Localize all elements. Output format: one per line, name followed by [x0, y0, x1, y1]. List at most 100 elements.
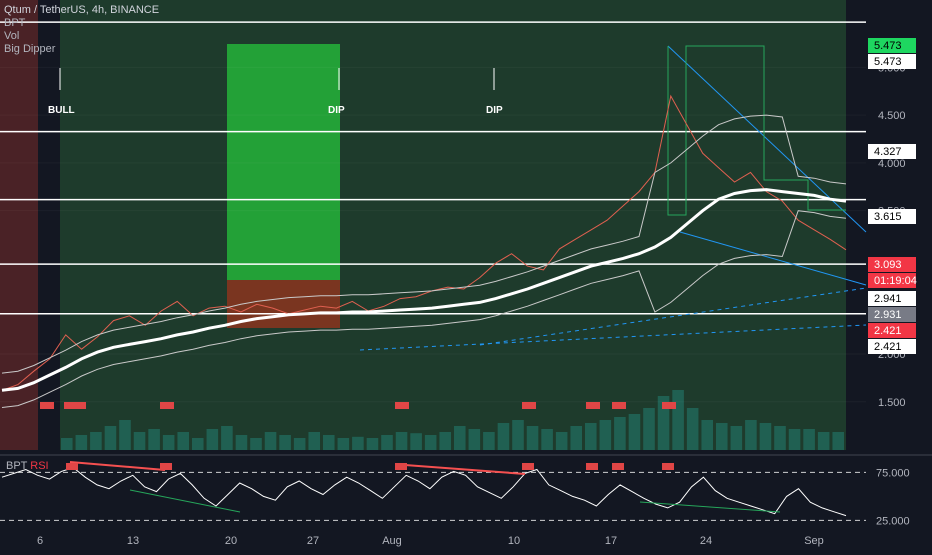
volume-bar	[614, 417, 626, 450]
rsi-signal-marker	[160, 463, 172, 470]
volume-bar	[337, 438, 350, 450]
volume-bar	[119, 420, 131, 450]
volume-bar	[716, 423, 728, 450]
volume-bar	[293, 438, 306, 450]
x-tick-label: 17	[605, 535, 617, 547]
x-tick-label: Aug	[382, 535, 402, 547]
indicator-legend-big-dipper[interactable]: Big Dipper	[4, 43, 56, 55]
price-label: 2.941	[874, 293, 902, 305]
price-label-box	[868, 38, 916, 53]
signal-marker	[662, 402, 676, 409]
volume-bar	[643, 408, 655, 450]
signal-marker	[40, 402, 54, 409]
y-tick-label: 4.500	[878, 110, 906, 122]
rsi-signal-marker	[66, 463, 78, 470]
signal-marker	[64, 402, 78, 409]
signal-marker	[522, 402, 536, 409]
rsi-line	[1, 467, 847, 517]
volume-bar	[483, 432, 495, 450]
trend-line-lower	[679, 231, 867, 286]
volume-bar	[177, 432, 189, 450]
volume-bar	[454, 426, 466, 450]
price-label-box	[868, 291, 916, 306]
volume-bar	[439, 432, 451, 450]
volume-bar	[104, 426, 117, 450]
volume-bar	[206, 429, 219, 450]
volume-bar	[512, 420, 524, 450]
price-label: 2.421	[874, 341, 902, 353]
volume-bar	[61, 438, 73, 450]
price-label-box	[868, 339, 916, 354]
volume-bar	[817, 432, 830, 450]
volume-bar	[323, 435, 335, 450]
indicator-legend-vol[interactable]: Vol	[4, 30, 20, 42]
price-label-box	[868, 323, 916, 338]
volume-bar	[788, 429, 801, 450]
rsi-signal-marker	[522, 463, 534, 470]
price-label: 2.931	[874, 309, 902, 321]
volume-bar	[381, 435, 393, 450]
bull-zone	[60, 0, 846, 450]
volume-bar	[701, 420, 713, 450]
volume-bar	[526, 426, 539, 450]
rsi-signal-marker	[586, 463, 598, 470]
x-tick-label: 24	[700, 535, 712, 547]
volume-bar	[279, 435, 291, 450]
volume-bar	[264, 432, 277, 450]
rsi-signal-marker	[395, 463, 407, 470]
bearish-divergence-line	[404, 464, 526, 475]
volume-bar	[352, 436, 364, 450]
price-label: 2.421	[874, 325, 902, 337]
price-label-box	[868, 273, 916, 288]
volume-bar	[235, 435, 248, 450]
signal-marker	[612, 402, 626, 409]
indicator-legend-bpt[interactable]: BPT	[4, 17, 26, 29]
volume-bar	[730, 426, 743, 450]
bullish-divergence-line	[639, 501, 781, 513]
lower-band	[1, 210, 847, 408]
price-label: 4.327	[874, 146, 902, 158]
price-label: 5.473	[874, 56, 902, 68]
volume-bar	[133, 432, 146, 450]
indicator-y-tick-label: 75.000	[876, 467, 910, 479]
price-label-box	[868, 257, 916, 272]
signal-marker	[72, 402, 86, 409]
upper-band	[1, 114, 847, 374]
rsi-signal-marker	[612, 463, 624, 470]
dip-zone-upper	[227, 44, 340, 280]
symbol-title[interactable]: Qtum / TetherUS, 4h, BINANCE	[4, 4, 160, 16]
volume-bar	[774, 426, 786, 450]
volume-bar	[803, 429, 815, 450]
price-label-box	[868, 144, 916, 159]
volume-bar	[410, 433, 422, 450]
price-label: 5.473	[874, 40, 902, 52]
marker-label: DIP	[328, 105, 345, 116]
volume-bar	[657, 396, 670, 450]
indicator-y-tick-label: 25.000	[876, 515, 910, 527]
trend-line-dashed-1	[479, 287, 867, 346]
volume-bar	[686, 408, 699, 450]
neutral-zone	[38, 0, 60, 450]
indicator-pane-suffix: RSI	[30, 460, 49, 472]
price-label-box	[868, 307, 916, 322]
price-label-box	[868, 209, 916, 224]
volume-bar	[628, 414, 641, 450]
volume-bar	[90, 432, 102, 450]
x-tick-label: 27	[307, 535, 319, 547]
marker-label: BULL	[48, 105, 75, 116]
x-tick-label: 6	[37, 535, 43, 547]
price-label: 3.093	[874, 259, 902, 271]
price-label-box	[868, 54, 916, 69]
volume-bar	[570, 426, 582, 450]
volume-bar	[162, 435, 175, 450]
indicator-pane-legend[interactable]: BPT RSI	[6, 460, 49, 472]
marker-label: DIP	[486, 105, 503, 116]
volume-bar	[745, 420, 757, 450]
volume-bar	[221, 426, 233, 450]
volume-bar	[250, 438, 262, 450]
y-tick-label: 4.000	[878, 158, 906, 170]
price-line	[1, 94, 847, 391]
indicator-pane-name: BPT	[6, 460, 28, 472]
